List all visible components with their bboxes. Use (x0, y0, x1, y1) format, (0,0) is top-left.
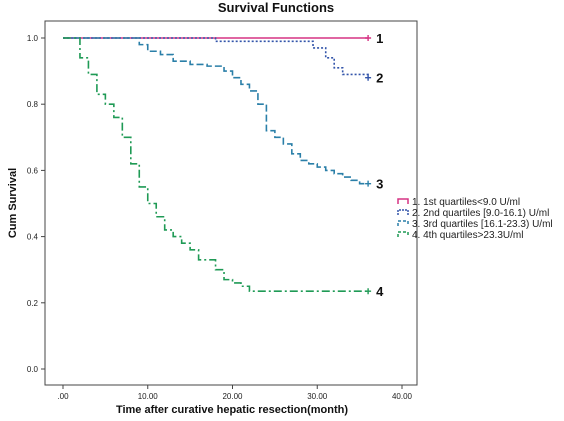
y-tick-label: 0.2 (27, 299, 39, 308)
x-tick-label: 10.00 (138, 392, 159, 401)
end-label-4: 4 (376, 284, 384, 299)
censor-mark-2 (365, 74, 372, 81)
censor-mark-3 (365, 180, 372, 187)
legend-swatch-1 (397, 198, 409, 204)
y-tick-label: 0.8 (27, 100, 39, 109)
legend-item-4: 4. 4th quartiles>23.3U/ml (397, 230, 523, 241)
plot-border (44, 20, 418, 386)
y-axis-title: Cum Survival (7, 168, 19, 238)
y-tick-label: 0.0 (27, 365, 39, 374)
legend-swatch-2 (397, 209, 409, 215)
series-layer (63, 35, 372, 295)
censor-mark-1 (365, 35, 372, 41)
legend-label-1: 1. 1st quartiles<9.0 U/ml (412, 197, 520, 208)
end-labels: 1 2 3 4 (376, 31, 384, 299)
y-tick-label: 0.4 (27, 233, 39, 242)
y-axis: 0.0 0.2 0.4 0.6 0.8 1.0 (27, 34, 45, 374)
legend-label-4: 4. 4th quartiles>23.3U/ml (412, 230, 523, 241)
legend-item-3: 3. 3rd quartiles [16.1-23.3) U/ml (397, 219, 553, 230)
plot-area (44, 20, 418, 386)
end-label-3: 3 (376, 177, 383, 192)
legend-swatch-4 (397, 231, 409, 237)
censor-mark-4 (365, 288, 372, 295)
legend-label-2: 2. 2nd quartiles [9.0-16.1) U/ml (412, 208, 549, 219)
x-tick-label: 30.00 (307, 392, 328, 401)
legend: 1. 1st quartiles<9.0 U/ml2. 2nd quartile… (397, 197, 553, 241)
x-tick-label: .00 (57, 392, 69, 401)
y-tick-label: 0.6 (27, 166, 39, 175)
x-tick-label: 20.00 (222, 392, 243, 401)
end-label-1: 1 (376, 31, 383, 46)
legend-item-1: 1. 1st quartiles<9.0 U/ml (397, 197, 520, 208)
legend-swatch-3 (397, 220, 409, 226)
legend-item-2: 2. 2nd quartiles [9.0-16.1) U/ml (397, 208, 549, 219)
chart-title: Survival Functions (218, 0, 334, 15)
legend-label-3: 3. 3rd quartiles [16.1-23.3) U/ml (412, 219, 553, 230)
x-axis-title: Time after curative hepatic resection(mo… (116, 404, 348, 416)
series-line-4 (63, 37, 369, 293)
x-axis: .00 10.00 20.00 30.00 40.00 (57, 385, 413, 401)
series-line-2 (63, 37, 369, 78)
x-tick-label: 40.00 (392, 392, 413, 401)
end-label-2: 2 (376, 71, 383, 86)
series-line-3 (63, 37, 369, 185)
y-tick-label: 1.0 (27, 34, 39, 43)
